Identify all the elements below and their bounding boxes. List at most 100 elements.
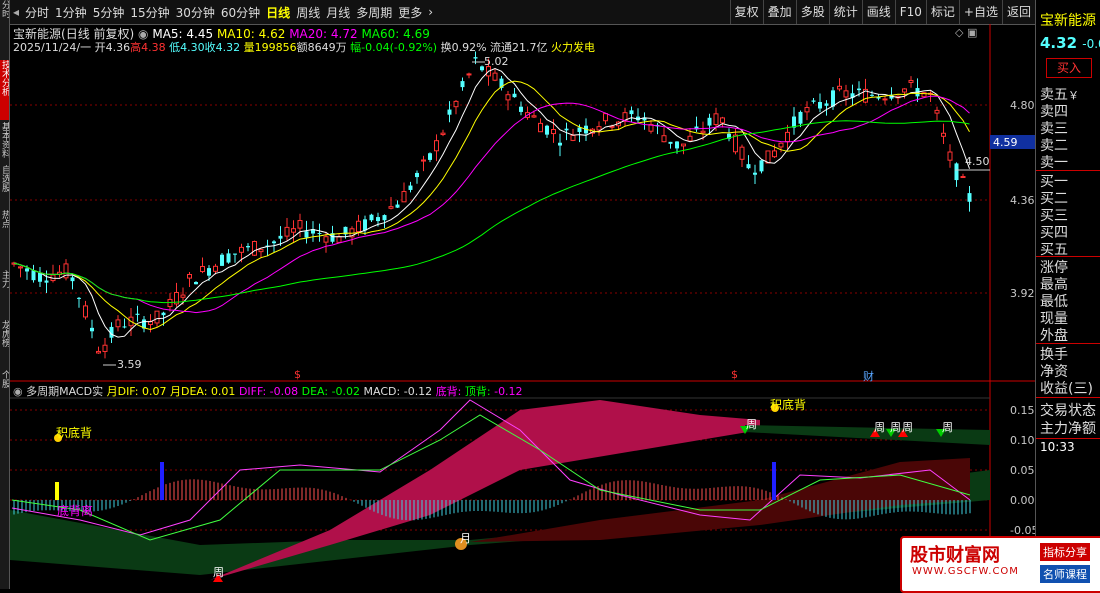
watermark-logo: 股市财富网 WWW.GSCFW.COM 指标分享 名师课程 bbox=[900, 536, 1100, 593]
candle-body bbox=[415, 172, 419, 178]
down-triangle-1 bbox=[740, 426, 750, 434]
tab-1[interactable]: 技术分析 bbox=[0, 60, 9, 120]
candle-body bbox=[70, 277, 75, 282]
candle-body bbox=[401, 191, 407, 203]
candle-body bbox=[194, 281, 198, 285]
candle-body bbox=[434, 140, 439, 152]
left-tab-strip: 分时 技术分析 基本资料 自选股 热点 主力 龙虎榜 个股 bbox=[0, 0, 10, 589]
pane-controls[interactable]: ◇ ▣ bbox=[955, 26, 978, 39]
stats-button[interactable]: 统计 bbox=[828, 0, 862, 24]
return-button[interactable]: 返回 bbox=[1001, 0, 1035, 24]
quote-panel: 宝新能源 4.32 -0.0 买入 卖五￥ 卖四 卖三 卖二 卖一 买一 买二 … bbox=[1035, 0, 1100, 589]
candle-body bbox=[531, 115, 537, 118]
candle-body bbox=[837, 85, 842, 90]
ask1: 卖一 bbox=[1040, 155, 1068, 171]
candle-body bbox=[804, 107, 810, 113]
period-60min[interactable]: 60分钟 bbox=[220, 5, 261, 20]
period-30min[interactable]: 30分钟 bbox=[175, 5, 215, 20]
tab-3[interactable]: 自选股 bbox=[0, 165, 9, 192]
period-5min[interactable]: 5分钟 bbox=[92, 5, 125, 20]
candle-body bbox=[694, 126, 699, 130]
week-label-5: 周 bbox=[902, 421, 913, 434]
candle-body bbox=[63, 263, 69, 279]
candle-body bbox=[492, 72, 498, 81]
restore-right-button[interactable]: 复权 bbox=[729, 0, 763, 24]
kline-chart[interactable] bbox=[0, 0, 1035, 589]
candle-body bbox=[317, 233, 322, 235]
f10-button[interactable]: F10 bbox=[894, 0, 926, 24]
multi-stock-button[interactable]: 多股 bbox=[795, 0, 829, 24]
candle-body bbox=[31, 270, 36, 281]
event-mark-1[interactable]: $ bbox=[294, 368, 301, 381]
period-monthly[interactable]: 月线 bbox=[326, 5, 351, 20]
ind-tick-4: 0.00 bbox=[1010, 494, 1035, 507]
candle-body bbox=[453, 100, 459, 108]
period-daily[interactable]: 日线 bbox=[266, 5, 291, 20]
chevron-right-icon[interactable]: › bbox=[428, 5, 434, 19]
candle-body bbox=[720, 117, 725, 124]
indicator-settings-icon[interactable]: ◉ bbox=[13, 385, 23, 398]
candle-body bbox=[460, 81, 465, 88]
candle-body bbox=[648, 124, 654, 132]
candle-body bbox=[258, 249, 264, 253]
main-net: 主力净额 bbox=[1040, 421, 1096, 437]
draw-line-button[interactable]: 画线 bbox=[861, 0, 895, 24]
add-favorite-button[interactable]: +自选 bbox=[958, 0, 1002, 24]
candle-body bbox=[798, 111, 803, 124]
candle-body bbox=[311, 229, 315, 234]
candle-body bbox=[564, 128, 569, 131]
accum-dot-1 bbox=[54, 434, 62, 442]
candle-body bbox=[687, 135, 693, 142]
panel-stock-name: 宝新能源 bbox=[1040, 13, 1096, 29]
accum-label-1: 积底背 bbox=[56, 426, 93, 440]
tab-2[interactable]: 基本资料 bbox=[0, 122, 9, 158]
week-label-3: 周 bbox=[874, 421, 885, 434]
candle-body bbox=[135, 313, 140, 315]
candle-body bbox=[323, 236, 329, 243]
candle-body bbox=[818, 102, 822, 109]
turnover: 换手 bbox=[1040, 347, 1068, 363]
indicator-green-strip bbox=[745, 425, 990, 445]
candle-body bbox=[246, 246, 250, 248]
candle-body bbox=[713, 113, 719, 126]
candle-body bbox=[947, 151, 953, 161]
earnings: 收益(三) bbox=[1040, 381, 1093, 397]
period-weekly[interactable]: 周线 bbox=[296, 5, 321, 20]
tab-7[interactable]: 个股 bbox=[0, 370, 9, 388]
candle-body bbox=[395, 204, 400, 208]
period-1min[interactable]: 1分钟 bbox=[55, 5, 87, 20]
moving-averages bbox=[13, 67, 970, 338]
price-tick-1: 4.80 bbox=[1010, 99, 1035, 112]
candle-body bbox=[733, 134, 738, 153]
period-15min[interactable]: 15分钟 bbox=[130, 5, 170, 20]
period-multi[interactable]: 多周期 bbox=[356, 5, 393, 20]
time-label: 10:33 bbox=[1040, 440, 1075, 454]
candle-body bbox=[558, 142, 562, 146]
tab-0[interactable]: 分时 bbox=[0, 0, 9, 18]
finance-mark[interactable]: 财 bbox=[863, 370, 874, 383]
event-mark-2[interactable]: $ bbox=[731, 368, 738, 381]
candle-body bbox=[902, 88, 907, 93]
ma10-line bbox=[13, 80, 970, 331]
period-more[interactable]: 更多 bbox=[398, 5, 423, 20]
stock-title: 宝新能源(日线 前复权) ◉ MA5: 4.45 MA10: 4.62 MA20… bbox=[13, 27, 430, 41]
candlesticks bbox=[11, 51, 972, 359]
candle-body bbox=[967, 193, 972, 202]
candle-body bbox=[284, 226, 290, 237]
tab-4[interactable]: 热点 bbox=[0, 210, 9, 228]
candle-body bbox=[863, 88, 868, 103]
back-icon[interactable]: ◂ bbox=[13, 5, 20, 19]
candle-body bbox=[200, 266, 205, 273]
settings-circle-icon[interactable]: ◉ bbox=[138, 27, 149, 41]
tab-6[interactable]: 龙虎榜 bbox=[0, 320, 9, 347]
candle-body bbox=[83, 305, 88, 318]
tab-5[interactable]: 主力 bbox=[0, 270, 9, 288]
indicator-header: ◉ 多周期MACD实 月DIF: 0.07 月DEA: 0.01 DIFF: -… bbox=[13, 385, 523, 398]
mark-button[interactable]: 标记 bbox=[925, 0, 959, 24]
buy-button[interactable]: 买入 bbox=[1046, 58, 1092, 78]
candle-body bbox=[272, 241, 276, 244]
overlay-button[interactable]: 叠加 bbox=[762, 0, 796, 24]
period-intraday[interactable]: 分时 bbox=[25, 5, 50, 20]
candle-body bbox=[382, 215, 387, 221]
watermark-cn: 股市财富网 bbox=[910, 545, 1000, 566]
